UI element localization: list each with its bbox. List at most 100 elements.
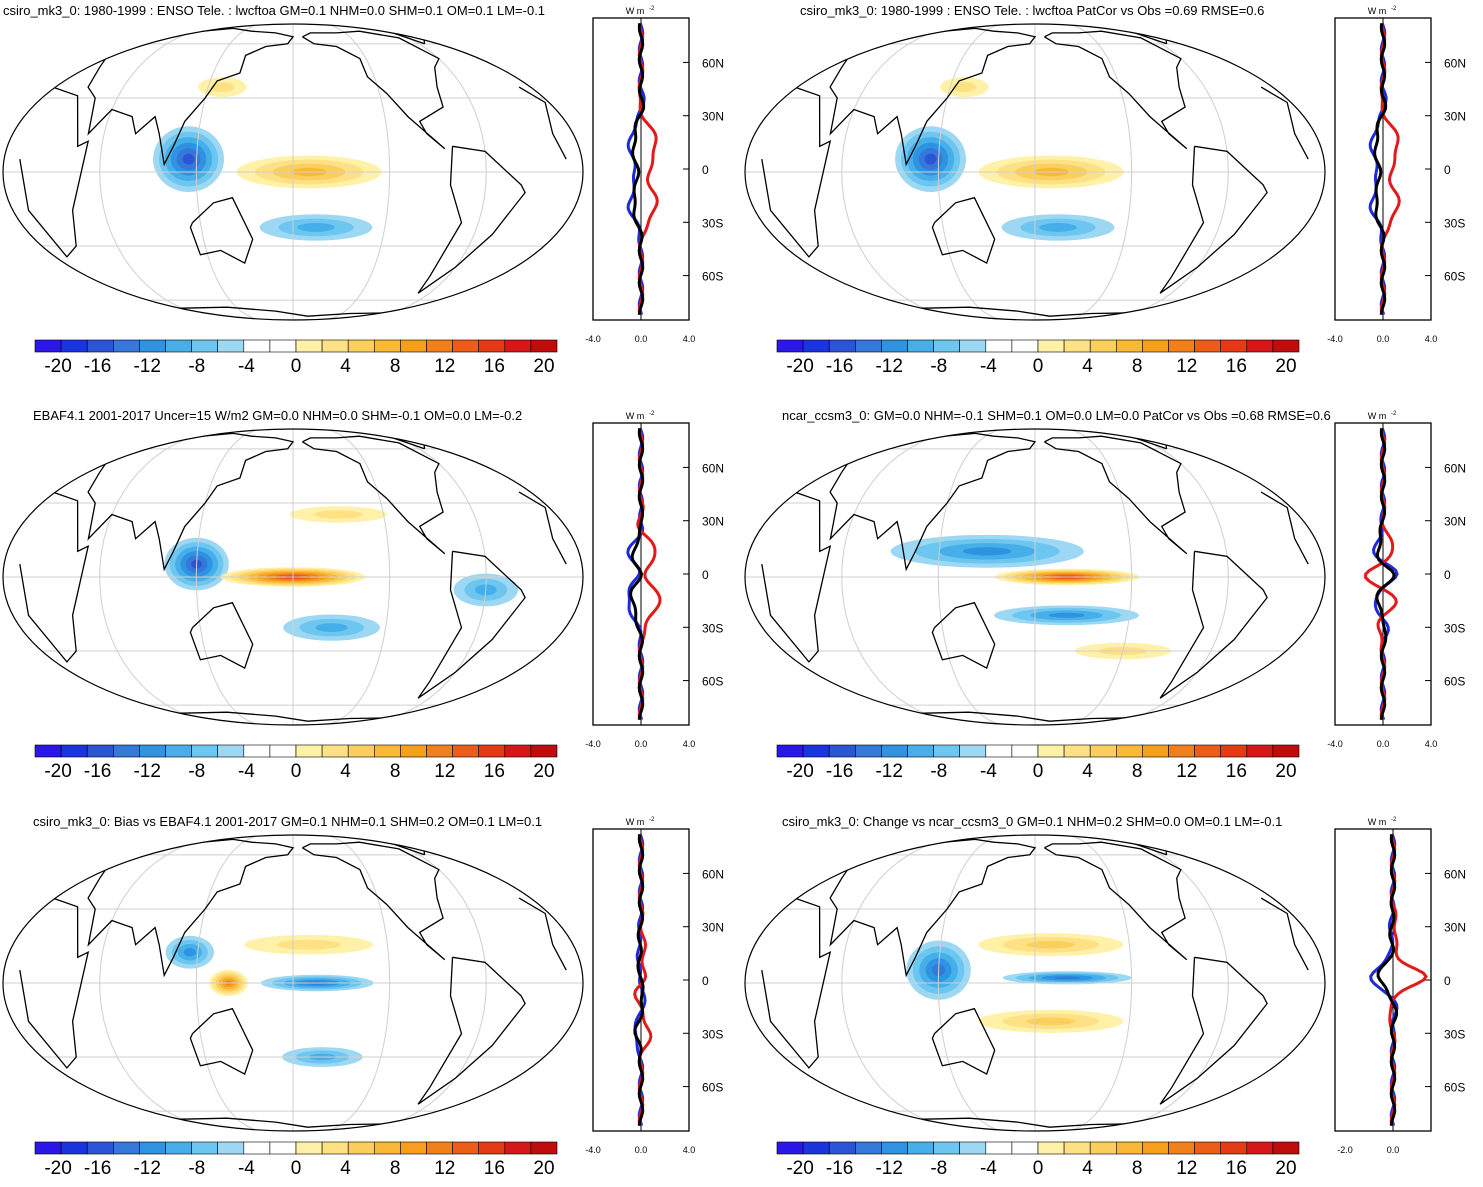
colorbar-swatch — [217, 339, 245, 353]
black-profile-line — [629, 428, 645, 720]
colorbar-swatch — [1063, 339, 1091, 353]
map-border — [2, 834, 584, 1132]
lat-label: 60N — [1444, 461, 1466, 475]
colorbar-swatch — [373, 744, 401, 758]
colorbar-swatch — [855, 744, 882, 758]
colorbar-label: 16 — [1226, 356, 1247, 377]
colorbar-label: 12 — [1176, 1158, 1197, 1179]
colorbar-swatch — [802, 744, 830, 758]
coastline — [1044, 435, 1188, 555]
longitude-line — [841, 24, 982, 320]
colorbar-label: -4 — [238, 356, 255, 377]
colorbar-swatch — [191, 744, 219, 758]
neg-anomaly-contour — [1039, 223, 1077, 232]
colorbar-swatch — [1220, 744, 1248, 758]
panel-4: ncar_ccsm3_0: GM=0.0 NHM=-0.1 SHM=0.1 OM… — [742, 405, 1482, 790]
panel-title: ncar_ccsm3_0: GM=0.0 NHM=-0.1 SHM=0.1 OM… — [782, 408, 1331, 423]
colorbar-swatch — [426, 1141, 453, 1155]
colorbar-label: -16 — [826, 356, 853, 377]
coastline — [19, 897, 567, 1069]
colorbar-swatch — [269, 339, 297, 353]
colorbar-label: 12 — [1176, 761, 1197, 782]
longitude-line — [99, 24, 240, 320]
colorbar-swatch — [60, 744, 88, 758]
coastline — [19, 86, 567, 258]
zonal-profile: W m -2 60N 30N 0 30S 60S -2.0 0.0 — [1334, 817, 1466, 1155]
colorbar-swatch — [1194, 339, 1222, 353]
coastline — [1044, 841, 1188, 961]
coastline — [302, 435, 446, 555]
coastline — [87, 432, 295, 572]
colorbar-label: 8 — [390, 761, 401, 782]
colorbar-swatch — [1272, 339, 1300, 353]
colorbar-label: -16 — [84, 356, 111, 377]
colorbar-label: -16 — [826, 761, 853, 782]
lat-label: 30N — [1444, 515, 1466, 529]
coastline — [417, 145, 526, 294]
field-layer — [895, 77, 1124, 241]
robinson-map: -20 -16 -12 -8 -4 0 4 8 12 16 20 W m -2 60N 30N 0 30S 60S… — [2, 6, 724, 377]
colorbar-swatch — [907, 744, 934, 758]
colorbar-label: -4 — [980, 1158, 997, 1179]
colorbar-swatch — [1194, 1141, 1222, 1155]
colorbar-swatch — [60, 1141, 88, 1155]
longitude-line — [937, 429, 1009, 725]
lat-label: 0 — [1444, 974, 1451, 988]
panel-title: csiro_mk3_0: 1980-1999 : ENSO Tele. : lw… — [3, 3, 546, 18]
lat-label: 0 — [1444, 568, 1451, 582]
colorbar-swatch — [1142, 339, 1169, 353]
colorbar-label: 4 — [1082, 761, 1093, 782]
panel-3: EBAF4.1 2001-2017 Uncer=15 W/m2 GM=0.0 N… — [0, 405, 740, 790]
colorbar-swatch — [1168, 1141, 1195, 1155]
zonal-profile: W m -2 60N 30N 0 30S 60S -4.0 0.0 4.0 — [1327, 6, 1466, 344]
coastline — [417, 550, 526, 699]
lat-label: 60S — [702, 270, 723, 284]
graticule — [745, 429, 1325, 725]
units-exponent: -2 — [1391, 817, 1397, 823]
zonal-profile: W m -2 60N 30N 0 30S 60S -4.0 0.0 4.0 — [585, 411, 724, 749]
units-label: W m — [1368, 6, 1387, 16]
colorbar-swatch — [113, 1141, 140, 1155]
colorbar-label: -20 — [786, 761, 813, 782]
colorbar-swatch — [373, 339, 401, 353]
colorbar-swatch — [113, 744, 140, 758]
coastline — [19, 491, 567, 663]
colorbar-swatch — [1246, 339, 1274, 353]
profile-x-label: 4.0 — [1425, 739, 1438, 749]
longitude-line — [1088, 429, 1229, 725]
colorbar-swatch — [139, 744, 166, 758]
colorbar-swatch — [113, 339, 140, 353]
colorbar-label: 0 — [1033, 1158, 1044, 1179]
neg-anomaly-contour — [315, 623, 348, 633]
colorbar-label: -4 — [238, 1158, 255, 1179]
longitude-line — [346, 24, 487, 320]
coastline — [302, 30, 446, 150]
colorbar-swatch — [985, 1141, 1013, 1155]
colorbar-swatch — [504, 744, 532, 758]
coastline — [189, 1007, 254, 1076]
colorbar-swatch — [1037, 1141, 1065, 1155]
colorbar-label: -8 — [930, 761, 947, 782]
pos-anomaly-contour — [952, 82, 977, 93]
lat-label: 60S — [702, 1081, 723, 1095]
colorbar-swatch — [1063, 1141, 1091, 1155]
coastline — [761, 491, 1309, 663]
map-border — [2, 428, 584, 726]
lat-label: 0 — [702, 163, 709, 177]
coastline — [87, 838, 295, 978]
graticule — [3, 429, 583, 725]
colorbar-swatch — [321, 1141, 349, 1155]
lat-label: 30S — [1444, 1027, 1465, 1041]
colorbar-swatch — [776, 1141, 804, 1155]
colorbar-swatch — [165, 339, 192, 353]
colorbar-label: -20 — [44, 761, 71, 782]
colorbar-swatch — [191, 339, 219, 353]
longitude-line — [937, 24, 1009, 320]
profile-x-label: 4.0 — [683, 1145, 696, 1155]
colorbar-label: 8 — [1132, 356, 1143, 377]
colorbar-label: 20 — [533, 761, 554, 782]
units-label: W m — [1368, 817, 1387, 827]
colorbar-swatch — [1089, 744, 1117, 758]
coastline — [829, 432, 1037, 572]
colorbar-label: -4 — [980, 761, 997, 782]
